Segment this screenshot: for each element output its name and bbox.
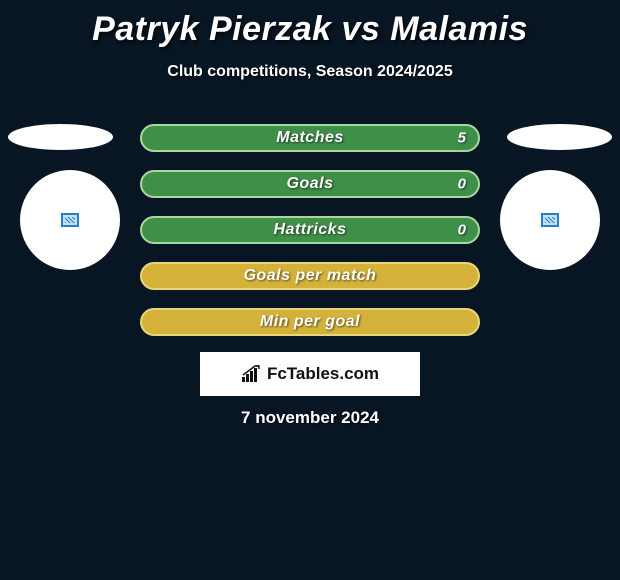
stat-bar-goals: Goals 0 (140, 170, 480, 198)
bar-chart-icon (241, 365, 261, 383)
page-title: Patryk Pierzak vs Malamis (0, 0, 620, 49)
stat-value: 0 (458, 176, 466, 193)
stat-bar-hattricks: Hattricks 0 (140, 216, 480, 244)
right-ellipse-badge (507, 124, 612, 150)
stat-value: 0 (458, 222, 466, 239)
stat-value: 5 (458, 130, 466, 147)
stat-label: Min per goal (260, 313, 360, 331)
stat-bars: Matches 5 Goals 0 Hattricks 0 Goals per … (140, 124, 480, 354)
left-ellipse-badge (8, 124, 113, 150)
placeholder-logo-icon (61, 213, 79, 227)
stat-label: Matches (276, 129, 344, 147)
placeholder-logo-icon (541, 213, 559, 227)
date-text: 7 november 2024 (0, 408, 620, 428)
stat-bar-min-per-goal: Min per goal (140, 308, 480, 336)
right-player-badge (500, 170, 600, 270)
stat-label: Hattricks (274, 221, 347, 239)
page-subtitle: Club competitions, Season 2024/2025 (0, 63, 620, 81)
left-player-badge (20, 170, 120, 270)
stat-label: Goals (287, 175, 334, 193)
brand-text: FcTables.com (267, 364, 379, 384)
brand-box: FcTables.com (200, 352, 420, 396)
infographic-root: Patryk Pierzak vs Malamis Club competiti… (0, 0, 620, 580)
stat-label: Goals per match (244, 267, 377, 285)
stat-bar-matches: Matches 5 (140, 124, 480, 152)
stat-bar-goals-per-match: Goals per match (140, 262, 480, 290)
